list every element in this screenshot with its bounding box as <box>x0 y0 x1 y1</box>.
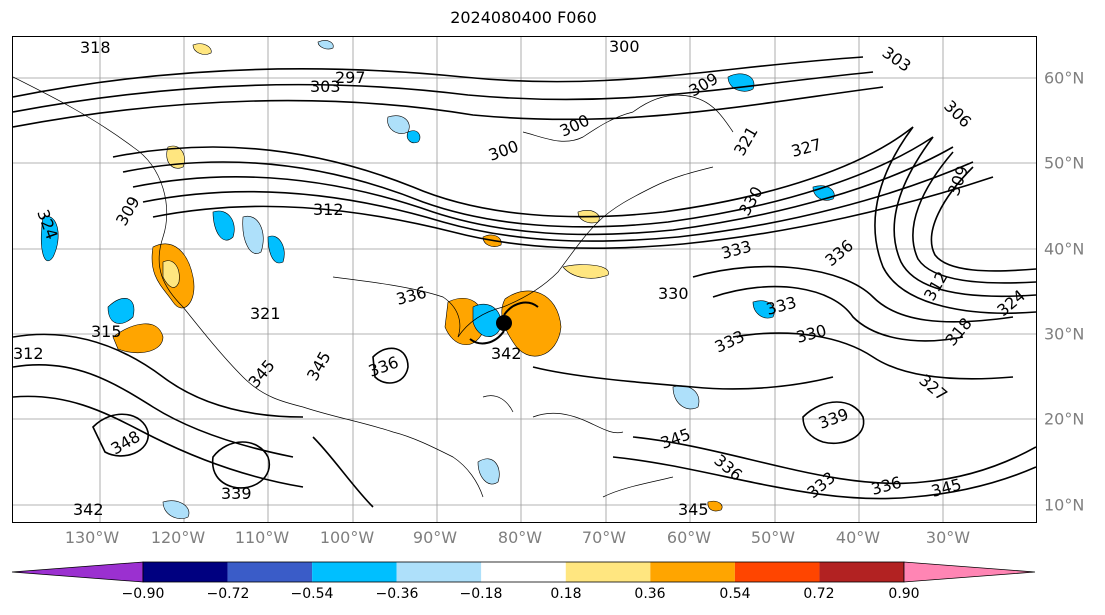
contour-label: 339 <box>816 404 851 432</box>
lon-label: 110°W <box>234 528 290 547</box>
contour-label: 330 <box>794 321 828 347</box>
lon-label: 60°W <box>666 528 712 547</box>
colorbar-segment <box>819 562 904 582</box>
contour-label: 327 <box>915 371 951 405</box>
contour-label: 345 <box>929 475 963 501</box>
contour-label: 345 <box>303 348 335 384</box>
contour-label: 315 <box>91 322 122 341</box>
contour-label: 318 <box>80 38 111 57</box>
contour-label: 297 <box>335 68 366 87</box>
colorbar-tick: 0.90 <box>888 586 920 602</box>
colorbar-segment <box>650 562 735 582</box>
contour-label: 312 <box>920 268 952 304</box>
hurricane-symbol <box>469 301 539 345</box>
colorbar-segment <box>143 562 228 582</box>
lon-label: 70°W <box>581 528 627 547</box>
colorbar-tick: 0.72 <box>803 586 835 602</box>
contour-label: 300 <box>557 110 593 140</box>
colorbar-tick: 0.54 <box>719 586 751 602</box>
contour-label: 321 <box>730 123 762 159</box>
colorbar-tick: −0.72 <box>206 586 250 602</box>
contour-label: 312 <box>313 200 344 219</box>
colorbar-segment <box>481 562 566 582</box>
contour-label: 303 <box>879 43 915 76</box>
lat-label: 50°N <box>1044 153 1085 173</box>
contour-label: 321 <box>250 304 281 323</box>
colorbar-segment <box>227 562 313 582</box>
contour-label: 333 <box>764 293 798 319</box>
lat-label: 10°N <box>1044 495 1085 515</box>
colorbar-segment <box>565 562 651 582</box>
colorbar-tick: 0.18 <box>550 586 582 602</box>
lon-label: 30°W <box>925 528 971 547</box>
lon-label: 130°W <box>64 528 120 547</box>
contour-label: 336 <box>869 473 903 499</box>
contour-label: 345 <box>245 356 279 392</box>
lon-label: 120°W <box>150 528 206 547</box>
colorbar-tick: −0.18 <box>459 586 503 602</box>
lat-label: 20°N <box>1044 409 1085 429</box>
contour-label: 342 <box>73 500 104 519</box>
contour-label: 330 <box>658 284 689 303</box>
lon-label: 80°W <box>497 528 543 547</box>
contour-label: 324 <box>993 286 1029 320</box>
contour-label: 336 <box>821 236 857 270</box>
contour-label: 330 <box>735 183 767 219</box>
contour-label: 306 <box>940 96 975 131</box>
shaded-anomalies <box>41 40 835 519</box>
contour-label: 318 <box>942 314 976 350</box>
map-panel: 318 297 303 300 300 300 303 306 309 321 … <box>12 36 1037 523</box>
contour-label: 309 <box>112 193 144 229</box>
contour-label: 336 <box>366 352 401 380</box>
contour-label: 339 <box>221 484 252 503</box>
colorbar-segments <box>11 561 1036 583</box>
colorbar <box>11 561 1036 583</box>
lat-label: 30°N <box>1044 324 1085 344</box>
colorbar-tick: −0.90 <box>121 586 165 602</box>
colorbar-tick: −0.36 <box>375 586 419 602</box>
contour-label: 333 <box>712 326 748 356</box>
colorbar-tick: −0.54 <box>290 586 334 602</box>
contour-label: 333 <box>719 237 753 263</box>
contour-label: 342 <box>491 344 522 363</box>
lon-label: 40°W <box>835 528 881 547</box>
map-canvas: 318 297 303 300 300 300 303 306 309 321 … <box>13 37 1036 522</box>
lon-label: 100°W <box>319 528 375 547</box>
lon-label: 50°W <box>750 528 796 547</box>
lon-label: 90°W <box>412 528 458 547</box>
contour-lines <box>13 56 1036 508</box>
colorbar-segment <box>11 561 144 583</box>
contour-label: 348 <box>108 427 144 459</box>
contour-label: 303 <box>310 77 341 96</box>
contour-label: 327 <box>789 135 823 161</box>
colorbar-segment <box>312 562 397 582</box>
contour-label: 345 <box>658 424 693 452</box>
contour-label: 345 <box>678 500 709 519</box>
lat-label: 40°N <box>1044 239 1085 259</box>
contour-label: 324 <box>33 207 61 242</box>
colorbar-segment <box>734 562 820 582</box>
contour-label: 309 <box>944 163 972 198</box>
lat-label: 60°N <box>1044 68 1085 88</box>
contour-label: 300 <box>609 37 640 56</box>
colorbar-tick: 0.36 <box>634 586 666 602</box>
map-title: 2024080400 F060 <box>450 8 597 27</box>
contour-label: 312 <box>13 344 44 363</box>
colorbar-segment <box>396 562 482 582</box>
colorbar-segment <box>903 561 1036 583</box>
contour-label: 300 <box>486 136 521 164</box>
